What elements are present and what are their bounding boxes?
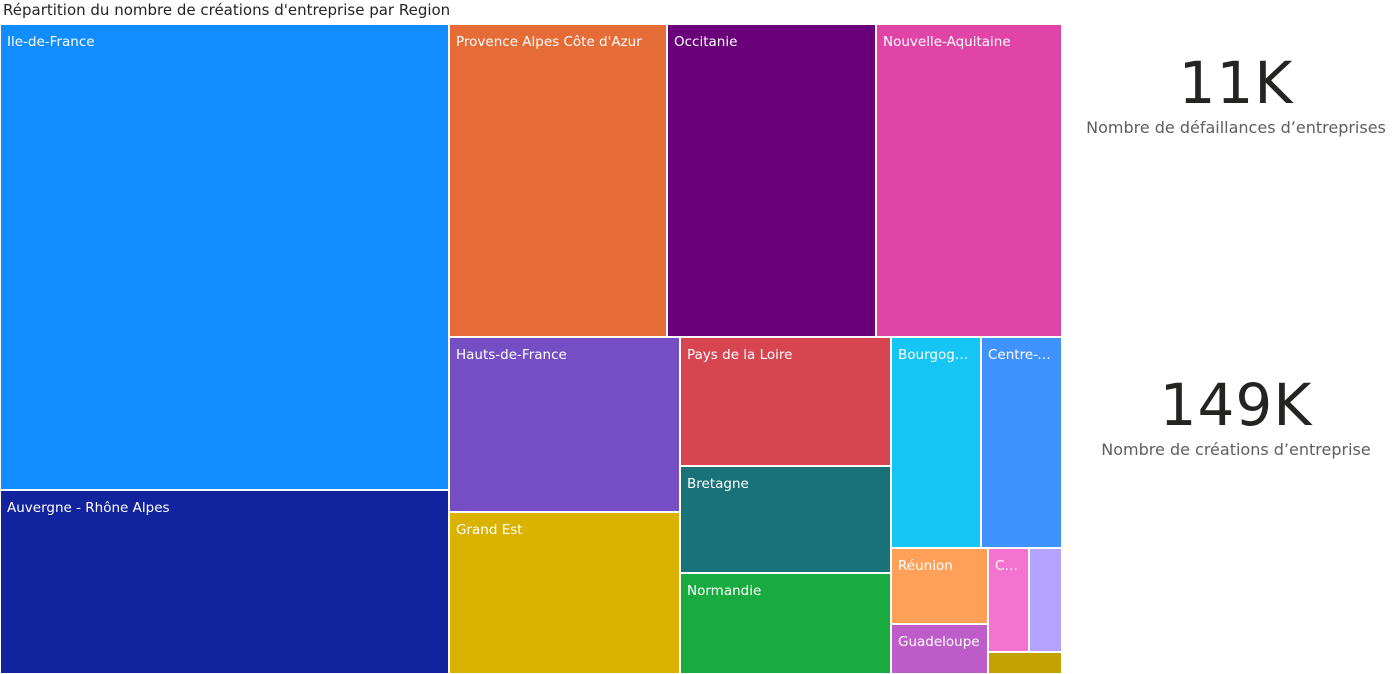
treemap-tile-label: Pays de la Loire bbox=[687, 347, 793, 363]
treemap-tile[interactable] bbox=[988, 652, 1062, 674]
treemap-chart[interactable]: Ile-de-France Auvergne - Rhône Alpes Prove… bbox=[0, 24, 1062, 674]
treemap-tile-label: Normandie bbox=[687, 583, 762, 599]
treemap-tile[interactable] bbox=[1029, 548, 1062, 652]
treemap-tile[interactable]: Hauts-de-France bbox=[449, 337, 680, 512]
treemap-tile-label: Nouvelle-Aquitaine bbox=[883, 34, 1011, 50]
treemap-tile[interactable]: Guadeloupe bbox=[891, 624, 988, 674]
treemap-tile-label: Hauts-de-France bbox=[456, 347, 567, 363]
treemap-tile[interactable]: Centre-Val de Loire bbox=[981, 337, 1062, 548]
treemap-tile-label: Occitanie bbox=[674, 34, 738, 50]
treemap-tile[interactable]: Occitanie bbox=[667, 24, 876, 337]
kpi-value: 11K bbox=[1178, 49, 1294, 117]
chart-title: Répartition du nombre de créations d'ent… bbox=[3, 1, 451, 19]
kpi-label: Nombre de créations d’entreprise bbox=[1101, 440, 1371, 459]
treemap-tile-label: Bourgogne-Franche-Comté bbox=[898, 347, 976, 363]
treemap-tile[interactable]: Réunion bbox=[891, 548, 988, 624]
treemap-tile-label: Centre-Val de Loire bbox=[988, 347, 1057, 363]
kpi-card-creations[interactable]: 149K Nombre de créations d’entreprise bbox=[1076, 374, 1396, 460]
treemap-tile[interactable]: Pays de la Loire bbox=[680, 337, 891, 466]
treemap-tile[interactable]: Corse bbox=[988, 548, 1029, 652]
treemap-tile-label: Grand Est bbox=[456, 522, 523, 538]
treemap-tile-label: Provence Alpes Côte d'Azur bbox=[456, 34, 642, 50]
kpi-label: Nombre de défaillances d’entreprises bbox=[1086, 118, 1386, 137]
treemap-tile[interactable]: Provence Alpes Côte d'Azur bbox=[449, 24, 667, 337]
treemap-tile-label: Auvergne - Rhône Alpes bbox=[7, 500, 170, 516]
treemap-tile-label: Guadeloupe bbox=[898, 634, 980, 650]
treemap-tile[interactable]: Ile-de-France bbox=[0, 24, 449, 490]
kpi-value: 149K bbox=[1159, 371, 1313, 439]
treemap-tile[interactable]: Grand Est bbox=[449, 512, 680, 674]
treemap-tile-label: Bretagne bbox=[687, 476, 749, 492]
treemap-tile[interactable]: Bretagne bbox=[680, 466, 891, 573]
treemap-tile[interactable]: Auvergne - Rhône Alpes bbox=[0, 490, 449, 674]
treemap-tile-label: Ile-de-France bbox=[7, 34, 95, 50]
treemap-tile-label: Réunion bbox=[898, 558, 953, 574]
treemap-tile-label: Corse bbox=[995, 558, 1024, 574]
treemap-tile[interactable]: Normandie bbox=[680, 573, 891, 674]
kpi-card-defaillances[interactable]: 11K Nombre de défaillances d’entreprises bbox=[1076, 52, 1396, 138]
treemap-tile[interactable]: Nouvelle-Aquitaine bbox=[876, 24, 1062, 337]
treemap-tile[interactable]: Bourgogne-Franche-Comté bbox=[891, 337, 981, 548]
